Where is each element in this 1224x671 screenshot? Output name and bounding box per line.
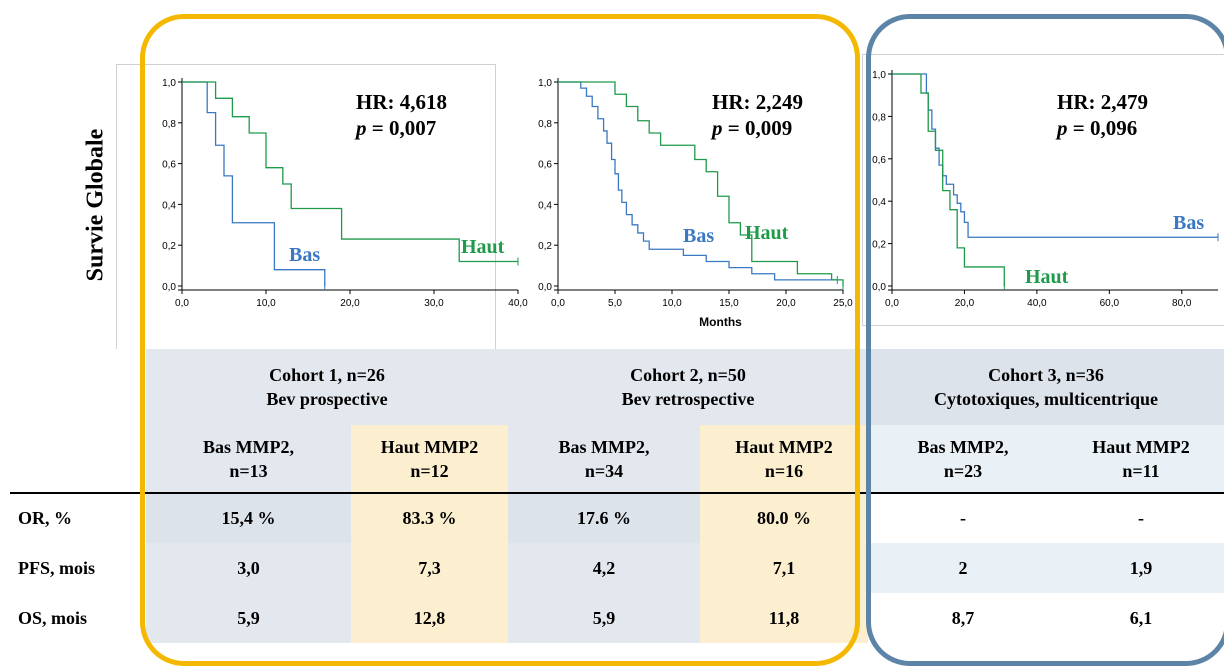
group-header: Haut MMP2 n=11 bbox=[1058, 425, 1224, 494]
group-header: Bas MMP2, n=34 bbox=[508, 425, 700, 494]
y-tick-label: 0,4 bbox=[872, 197, 886, 208]
y-tick-label: 0,8 bbox=[162, 119, 176, 130]
x-tick-label: 40,0 bbox=[1027, 298, 1047, 309]
table-cell: 12,8 bbox=[351, 593, 508, 643]
table-row: OS, mois 5,9 12,8 5,9 11,8 8,7 6,1 bbox=[10, 593, 1224, 643]
km-chart-cohort-3: 1,0 0,8 0,6 0,4 0,2 0,0 0,0 20,0 40,0 60,0 80,0 bbox=[872, 70, 1219, 309]
y-tick-label: 0,6 bbox=[872, 155, 886, 166]
hr-cohort-3: HR: 2,479 p = 0,096 bbox=[1057, 90, 1148, 140]
x-tick-label: 10,0 bbox=[662, 298, 682, 309]
y-tick-label: 0,2 bbox=[538, 241, 552, 252]
survival-curve-haut bbox=[182, 81, 518, 263]
y-tick-label: 0,6 bbox=[162, 160, 176, 171]
km-chart-cohort-1: 1,0 0,8 0,6 0,4 0,2 0,0 0,0 10,0 20,0 30,0 40,0 bbox=[162, 78, 528, 309]
survival-curve-haut bbox=[558, 81, 844, 286]
table-cell: 5,9 bbox=[508, 593, 700, 643]
row-label: OR, % bbox=[10, 493, 146, 543]
table-row: PFS, mois 3,0 7,3 4,2 7,1 2 1,9 bbox=[10, 543, 1224, 593]
survival-curve-bas bbox=[558, 81, 838, 281]
x-axis-title: Months bbox=[699, 315, 742, 329]
group-header-row: Bas MMP2, n=13 Haut MMP2 n=12 Bas MMP2, n=3… bbox=[10, 425, 1224, 494]
x-tick-label: 5,0 bbox=[608, 298, 622, 309]
y-axis-title: Survie Globale bbox=[82, 128, 109, 282]
table-row: OR, % 15,4 % 83.3 % 17.6 % 80.0 % - - bbox=[10, 493, 1224, 543]
x-tick-label: 40,0 bbox=[508, 298, 528, 309]
table-cell: 80.0 % bbox=[700, 493, 869, 543]
y-tick-label: 0,0 bbox=[538, 282, 552, 293]
hr-cohort-2: HR: 2,249 p = 0,009 bbox=[712, 90, 803, 140]
y-tick-label: 0,2 bbox=[872, 240, 886, 251]
table-cell: 15,4 % bbox=[146, 493, 351, 543]
table-cell: 4,2 bbox=[508, 543, 700, 593]
cohort-1-header: Cohort 1, n=26 Bev prospective bbox=[146, 349, 508, 425]
x-tick-label: 20,0 bbox=[776, 298, 796, 309]
group-header: Haut MMP2 n=12 bbox=[351, 425, 508, 494]
y-tick-label: 0,0 bbox=[162, 282, 176, 293]
y-tick-label: 0,2 bbox=[162, 241, 176, 252]
table-cell: 1,9 bbox=[1058, 543, 1224, 593]
table-cell: - bbox=[868, 493, 1059, 543]
table-cell: 11,8 bbox=[700, 593, 869, 643]
cohort-header-row: Cohort 1, n=26 Bev prospective Cohort 2, … bbox=[10, 349, 1224, 425]
y-tick-label: 1,0 bbox=[872, 70, 886, 81]
row-label: PFS, mois bbox=[10, 543, 146, 593]
hr-cohort-1: HR: 4,618 p = 0,007 bbox=[356, 90, 447, 140]
table-cell: 6,1 bbox=[1058, 593, 1224, 643]
km-panel-cohort-1 bbox=[116, 64, 496, 351]
x-tick-label: 20,0 bbox=[340, 298, 360, 309]
x-tick-label: 15,0 bbox=[719, 298, 739, 309]
cohort-2-header: Cohort 2, n=50 Bev retrospective bbox=[508, 349, 869, 425]
survival-curve-bas bbox=[892, 73, 1218, 238]
bas-label-cohort-1: Bas bbox=[289, 244, 321, 266]
x-tick-label: 0,0 bbox=[885, 298, 899, 309]
haut-label-cohort-3: Haut bbox=[1025, 266, 1069, 288]
group-header: Bas MMP2, n=13 bbox=[146, 425, 351, 494]
table-cell: 2 bbox=[868, 543, 1059, 593]
survival-curve-bas bbox=[182, 81, 326, 286]
haut-label-cohort-1: Haut bbox=[461, 236, 505, 258]
table-cell: 17.6 % bbox=[508, 493, 700, 543]
y-tick-label: 0,8 bbox=[538, 119, 552, 130]
row-label: OS, mois bbox=[10, 593, 146, 643]
x-tick-label: 80,0 bbox=[1172, 298, 1192, 309]
x-tick-label: 30,0 bbox=[424, 298, 444, 309]
bas-label-cohort-3: Bas bbox=[1173, 212, 1205, 234]
bas-label-cohort-2: Bas bbox=[683, 225, 715, 247]
y-tick-label: 0,4 bbox=[538, 200, 552, 211]
y-tick-label: 1,0 bbox=[538, 78, 552, 89]
y-tick-label: 0,6 bbox=[538, 160, 552, 171]
table-cell: - bbox=[1058, 493, 1224, 543]
km-chart-cohort-2: 1,0 0,8 0,6 0,4 0,2 0,0 0,0 5,0 10,0 15,0 20,0 25,0… bbox=[538, 78, 853, 329]
x-tick-label: 0,0 bbox=[551, 298, 565, 309]
group-header: Bas MMP2, n=23 bbox=[868, 425, 1059, 494]
table-cell: 3,0 bbox=[146, 543, 351, 593]
y-tick-label: 0,0 bbox=[872, 282, 886, 293]
y-tick-label: 0,8 bbox=[872, 112, 886, 123]
haut-label-cohort-2: Haut bbox=[745, 222, 789, 244]
table-cell: 8,7 bbox=[868, 593, 1059, 643]
cohort-3-header: Cohort 3, n=36 Cytotoxiques, multicentriq… bbox=[868, 349, 1224, 425]
x-tick-label: 10,0 bbox=[256, 298, 276, 309]
x-tick-label: 25,0 bbox=[833, 298, 853, 309]
empty-group-cell bbox=[10, 425, 146, 494]
table-cell: 7,1 bbox=[700, 543, 869, 593]
survival-curve-haut bbox=[892, 73, 1005, 286]
y-tick-label: 1,0 bbox=[162, 78, 176, 89]
x-tick-label: 20,0 bbox=[955, 298, 975, 309]
table-cell: 7,3 bbox=[351, 543, 508, 593]
km-panel-cohort-3 bbox=[862, 54, 1224, 326]
x-tick-label: 0,0 bbox=[175, 298, 189, 309]
group-header: Haut MMP2 n=16 bbox=[700, 425, 869, 494]
results-table: Cohort 1, n=26 Bev prospective Cohort 2, … bbox=[10, 349, 1224, 643]
table-cell: 83.3 % bbox=[351, 493, 508, 543]
y-tick-label: 0,4 bbox=[162, 200, 176, 211]
table-cell: 5,9 bbox=[146, 593, 351, 643]
empty-corner bbox=[10, 349, 146, 425]
x-tick-label: 60,0 bbox=[1100, 298, 1120, 309]
